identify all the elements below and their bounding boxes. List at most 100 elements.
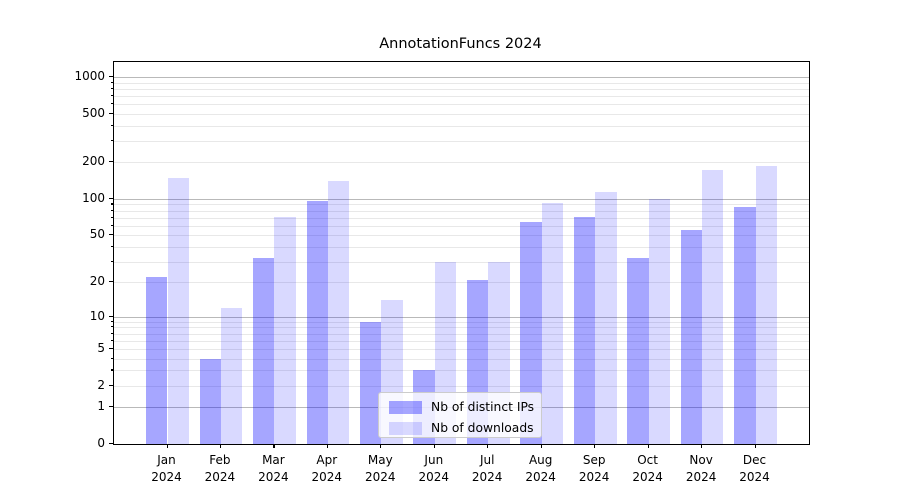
legend-item-downloads: Nb of downloads	[389, 419, 541, 437]
bar-downloads-mar	[274, 216, 296, 444]
bar-downloads-oct	[648, 198, 670, 444]
y-tick-mark	[109, 76, 113, 78]
bar-distinct-ips-jan	[146, 277, 168, 444]
x-tick-label: Jun 2024	[418, 453, 450, 484]
x-tick-label: Nov 2024	[685, 453, 717, 484]
y-tick-mark	[109, 384, 113, 386]
y-minor-tick-mark	[110, 369, 113, 371]
bar-downloads-dec	[755, 166, 777, 444]
y-tick-mark	[109, 406, 113, 408]
y-minor-tick-mark	[110, 245, 113, 247]
bar-downloads-nov	[702, 170, 724, 444]
y-minor-tick-mark	[110, 326, 113, 328]
y-tick-label: 5	[97, 340, 105, 355]
y-major-gridline	[114, 316, 809, 318]
bar-downloads-sep	[595, 191, 617, 444]
x-tick-label: Apr 2024	[311, 453, 343, 484]
x-tick-label: Dec 2024	[739, 453, 770, 484]
y-minor-gridline	[114, 113, 809, 115]
y-minor-tick-mark	[110, 357, 113, 359]
bar-downloads-aug	[541, 203, 564, 444]
y-tick-label: 1000	[74, 69, 105, 83]
y-minor-gridline	[114, 82, 809, 84]
y-minor-gridline	[114, 104, 809, 106]
x-tick-label: Jul 2024	[471, 453, 503, 484]
x-tick-mark	[754, 444, 756, 448]
y-minor-tick-mark	[110, 320, 113, 322]
y-tick-mark	[109, 315, 113, 317]
y-minor-gridline	[114, 348, 809, 350]
y-minor-tick-mark	[110, 81, 113, 83]
x-tick-mark	[487, 444, 489, 448]
y-tick-label: 20	[89, 274, 105, 289]
y-tick-label: 1	[97, 399, 105, 414]
y-tick-mark	[109, 197, 113, 200]
y-minor-gridline	[114, 125, 809, 127]
x-tick-mark	[594, 444, 596, 448]
legend-label-downloads: Nb of downloads	[431, 421, 534, 435]
y-minor-gridline	[114, 333, 809, 335]
y-tick-label: 10	[89, 308, 105, 323]
x-tick-mark	[380, 444, 382, 448]
y-minor-gridline	[114, 95, 809, 97]
y-tick-label: 200	[82, 154, 105, 169]
y-tick-label: 50	[89, 227, 105, 242]
bar-distinct-ips-apr	[306, 200, 328, 444]
x-tick-label: Aug 2024	[525, 453, 556, 484]
bar-distinct-ips-oct	[627, 258, 649, 444]
x-tick-label: Oct 2024	[632, 453, 663, 484]
bar-distinct-ips-nov	[680, 230, 703, 444]
y-minor-gridline	[114, 88, 809, 90]
y-minor-gridline	[114, 385, 809, 387]
x-tick-mark	[433, 444, 435, 448]
y-minor-tick-mark	[110, 224, 113, 226]
y-minor-gridline	[114, 217, 809, 219]
y-minor-gridline	[114, 235, 809, 237]
y-tick-mark	[109, 234, 113, 236]
y-minor-gridline	[114, 370, 809, 372]
bar-distinct-ips-sep	[573, 216, 596, 444]
y-minor-gridline	[114, 204, 809, 206]
legend-swatch-distinct-ips	[389, 400, 422, 414]
y-tick-label: 2	[97, 377, 105, 392]
bar-distinct-ips-may	[359, 321, 382, 444]
x-tick-mark	[540, 444, 542, 448]
y-tick-label: 0	[97, 436, 105, 450]
plot-area: Nb of distinct IPs Nb of downloads	[113, 61, 810, 445]
y-minor-gridline	[114, 246, 809, 248]
y-minor-tick-mark	[110, 339, 113, 341]
y-minor-tick-mark	[110, 103, 113, 105]
x-tick-label: May 2024	[365, 453, 396, 484]
y-minor-gridline	[114, 225, 809, 227]
y-tick-label: 500	[82, 105, 105, 120]
y-tick-mark	[109, 112, 113, 114]
y-tick-mark	[109, 443, 113, 445]
legend-item-distinct-ips: Nb of distinct IPs	[389, 398, 541, 416]
x-tick-mark	[701, 444, 703, 448]
legend-label-distinct-ips: Nb of distinct IPs	[431, 400, 535, 414]
y-tick-mark	[109, 281, 113, 283]
y-minor-tick-mark	[110, 332, 113, 334]
y-minor-gridline	[114, 261, 809, 263]
bar-downloads-feb	[220, 307, 243, 444]
x-tick-label: Sep 2024	[578, 453, 610, 484]
y-major-gridline	[114, 198, 809, 200]
x-tick-mark	[273, 444, 275, 448]
y-minor-gridline	[114, 162, 809, 164]
y-minor-tick-mark	[110, 203, 113, 205]
x-tick-mark	[326, 444, 328, 448]
bar-downloads-jan	[167, 178, 189, 444]
x-tick-mark	[219, 444, 222, 448]
y-minor-gridline	[114, 210, 809, 212]
y-minor-tick-mark	[110, 209, 113, 211]
y-minor-tick-mark	[110, 260, 113, 262]
y-minor-tick-mark	[110, 87, 113, 90]
x-tick-label: Feb 2024	[204, 453, 236, 484]
y-minor-gridline	[114, 282, 809, 284]
bar-distinct-ips-dec	[734, 207, 756, 444]
x-tick-label: Jan 2024	[151, 453, 182, 484]
y-minor-gridline	[114, 340, 809, 342]
chart-title: AnnotationFuncs 2024	[379, 36, 542, 52]
y-tick-label: 100	[82, 190, 105, 205]
